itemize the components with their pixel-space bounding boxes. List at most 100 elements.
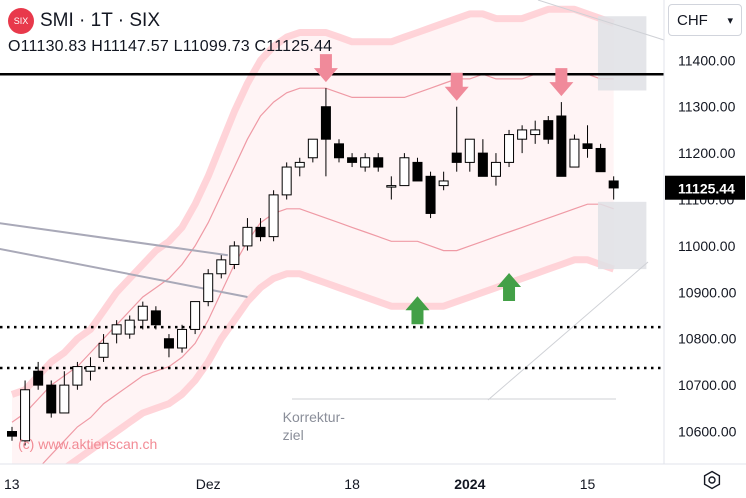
candle-body	[595, 147, 606, 173]
candle-body	[20, 389, 31, 442]
down-arrow-1	[444, 72, 469, 101]
y-tick-label: 11400.00	[678, 52, 736, 68]
candle-body	[438, 180, 449, 187]
down-arrow-2	[549, 68, 574, 97]
candle-body	[7, 431, 17, 437]
up-arrow-0	[405, 296, 430, 325]
candle-body	[190, 301, 201, 330]
candle-body	[608, 180, 619, 189]
candle-body	[307, 138, 318, 159]
candle-body	[543, 120, 554, 140]
candle-26	[347, 153, 358, 168]
candle-body	[386, 185, 397, 188]
candles	[7, 88, 619, 446]
candle-21	[281, 162, 292, 200]
candle-body	[137, 305, 148, 321]
low-value: L11099.73	[173, 38, 250, 55]
candle-body	[490, 161, 501, 177]
close-value: C11125.44	[254, 38, 333, 55]
x-tick-label: 15	[580, 476, 596, 492]
band-inner-lower	[11, 203, 614, 484]
candle-12	[163, 334, 174, 358]
candle-body	[268, 194, 279, 238]
candle-31	[412, 157, 423, 182]
y-tick-label: 10600.00	[678, 424, 737, 440]
candle-15	[203, 269, 214, 307]
y-tick-label: 11300.00	[678, 99, 736, 115]
watermark-text: (c) www.aktienscan.ch	[18, 436, 157, 452]
candle-body	[177, 328, 188, 349]
band-fill	[12, 9, 614, 498]
candle-body	[347, 157, 358, 163]
candle-23	[307, 138, 318, 163]
candle-20	[268, 190, 279, 242]
candle-22	[294, 157, 305, 177]
candle-3	[46, 380, 57, 418]
candle-body	[464, 138, 475, 163]
candle-34	[451, 106, 462, 172]
candle-body	[412, 161, 423, 182]
currency-selector[interactable]: CHF ▾	[668, 4, 742, 36]
gear-icon[interactable]	[702, 470, 722, 490]
band-outer-upper	[10, 5, 615, 398]
candle-body	[59, 384, 70, 414]
candle-29	[386, 176, 397, 200]
candle-17	[229, 241, 240, 270]
candle-11	[150, 306, 161, 330]
candle-1	[20, 380, 31, 446]
candle-42	[556, 102, 567, 177]
candle-35	[464, 138, 475, 172]
candle-body	[569, 138, 580, 168]
candle-25	[334, 139, 344, 163]
x-tick-label: 18	[344, 476, 360, 492]
candle-33	[438, 171, 449, 191]
price-label-text: 11125.44	[678, 181, 735, 197]
candle-14	[190, 301, 201, 335]
candle-body	[556, 115, 567, 177]
candle-body	[216, 259, 227, 275]
y-tick-label: 10800.00	[678, 331, 737, 347]
candle-body	[320, 106, 331, 140]
candle-46	[608, 176, 619, 200]
candle-40	[530, 120, 541, 144]
price-zone-0	[597, 16, 647, 91]
signal-arrows: Korrektur-ziel (c) www.aktienscan.ch	[18, 54, 574, 452]
candle-32	[425, 171, 436, 219]
candle-body	[203, 273, 214, 303]
candle-body	[451, 152, 462, 163]
high-value: H11147.57	[91, 38, 169, 55]
symbol-title: SMI · 1T · SIX	[40, 10, 161, 31]
candle-body	[85, 366, 96, 372]
x-tick-label: 2024	[454, 476, 485, 492]
trend-line-0	[0, 222, 228, 257]
candle-body	[373, 157, 384, 168]
candle-4	[59, 371, 70, 414]
x-axis-bg	[0, 464, 746, 498]
candle-body	[111, 324, 122, 335]
candle-body	[72, 366, 83, 386]
upper-projection-line	[537, 0, 665, 41]
candle-body	[425, 175, 436, 214]
y-tick-label: 10700.00	[678, 377, 737, 393]
candle-body	[504, 134, 515, 163]
candle-body	[98, 342, 109, 358]
candle-16	[216, 255, 227, 279]
candle-44	[582, 125, 593, 158]
x-tick-label: 13	[4, 476, 20, 492]
symbol-header[interactable]: SIX SMI · 1T · SIX	[8, 8, 160, 34]
candle-body	[281, 166, 292, 196]
candle-45	[595, 143, 606, 173]
candle-body	[582, 143, 593, 149]
candle-13	[177, 324, 188, 353]
annotation-line-1: Korrektur-	[283, 409, 346, 425]
candle-28	[373, 153, 384, 172]
price-zone-1	[597, 201, 647, 270]
candle-body	[163, 338, 174, 349]
candle-body	[360, 157, 371, 168]
candle-6	[85, 357, 96, 381]
y-tick-label: 10900.00	[678, 284, 737, 300]
y-tick-label: 11000.00	[678, 238, 736, 254]
